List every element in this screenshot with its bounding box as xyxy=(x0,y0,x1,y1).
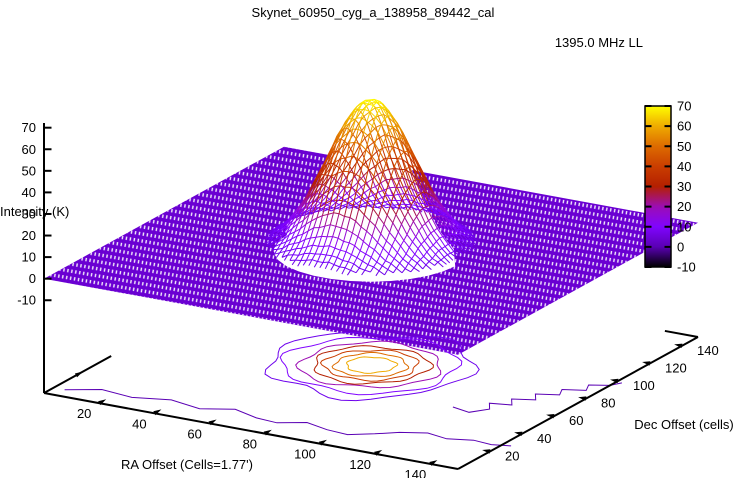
svg-text:20: 20 xyxy=(22,228,36,243)
svg-text:40: 40 xyxy=(537,431,551,446)
svg-text:40: 40 xyxy=(132,416,146,431)
svg-text:40: 40 xyxy=(677,159,691,174)
svg-text:40: 40 xyxy=(22,185,36,200)
svg-text:50: 50 xyxy=(22,163,36,178)
svg-text:120: 120 xyxy=(349,457,371,472)
svg-text:80: 80 xyxy=(601,396,615,411)
plot-title: Skynet_60950_cyg_a_138958_89442_cal xyxy=(252,5,495,20)
svg-text:100: 100 xyxy=(294,447,316,462)
base-contour-lines xyxy=(64,332,623,447)
y-axis-label: Dec Offset (cells) xyxy=(634,417,733,432)
svg-text:30: 30 xyxy=(22,206,36,221)
colorbar: 70 60 50 40 30 20 10 0 -10 xyxy=(644,99,696,275)
svg-text:70: 70 xyxy=(22,120,36,135)
svg-text:140: 140 xyxy=(697,343,719,358)
legend-label: 1395.0 MHz LL xyxy=(555,35,643,50)
svg-text:-10: -10 xyxy=(17,293,36,308)
svg-text:10: 10 xyxy=(677,219,691,234)
svg-text:60: 60 xyxy=(22,142,36,157)
z-axis-label: Intensity (K) xyxy=(0,204,69,219)
svg-text:10: 10 xyxy=(22,250,36,265)
svg-text:60: 60 xyxy=(677,119,691,134)
svg-text:70: 70 xyxy=(677,99,691,114)
svg-text:20: 20 xyxy=(77,406,91,421)
svg-text:50: 50 xyxy=(677,139,691,154)
svg-text:140: 140 xyxy=(405,467,427,478)
svg-text:-10: -10 xyxy=(677,260,696,275)
svg-text:20: 20 xyxy=(505,448,519,463)
svg-text:0: 0 xyxy=(677,239,684,254)
svg-text:20: 20 xyxy=(677,199,691,214)
svg-text:80: 80 xyxy=(243,437,257,452)
svg-text:0: 0 xyxy=(29,271,36,286)
svg-text:120: 120 xyxy=(665,360,687,375)
svg-text:100: 100 xyxy=(633,378,655,393)
surface-mesh xyxy=(44,98,698,355)
svg-text:30: 30 xyxy=(677,179,691,194)
axes: 2040608010012014020406080100120140706050… xyxy=(17,120,719,478)
x-axis-label: RA Offset (Cells=1.77') xyxy=(121,457,253,472)
svg-text:60: 60 xyxy=(569,413,583,428)
svg-text:60: 60 xyxy=(187,426,201,441)
